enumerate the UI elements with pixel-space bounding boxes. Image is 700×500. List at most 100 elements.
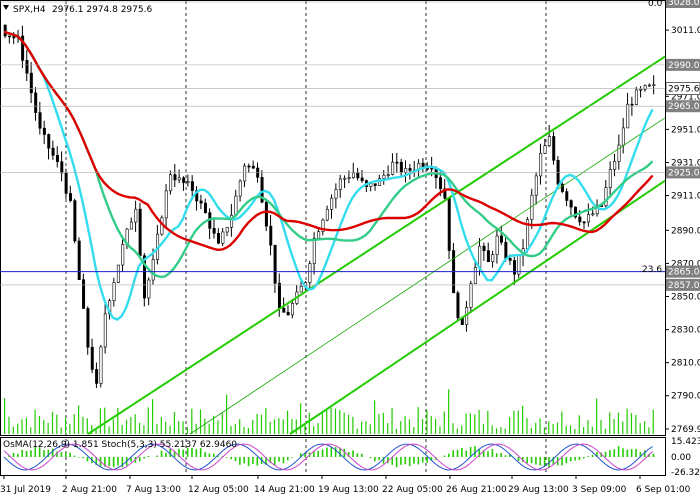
osma-bar — [522, 457, 524, 462]
candle-body — [617, 144, 621, 162]
osma-bar — [243, 457, 246, 464]
price-level-label: 2975.6 — [668, 85, 700, 95]
osma-bar — [461, 447, 463, 457]
price-tick-label: 3011.0 — [671, 26, 700, 36]
osma-bar — [430, 457, 433, 461]
osma-bar — [117, 457, 119, 466]
osma-bar — [448, 453, 450, 457]
osma-bar — [387, 457, 389, 464]
time-tick-label: 29 Aug 13:00 — [508, 485, 569, 495]
osma-bar — [156, 455, 158, 457]
osma-bar — [543, 457, 546, 467]
osma-bar — [452, 450, 454, 457]
osma-bar — [95, 457, 98, 466]
candle-body — [282, 307, 286, 313]
candle-body — [356, 172, 360, 179]
candle-body — [225, 227, 229, 233]
volume-bar — [578, 415, 580, 434]
candle-body — [430, 167, 434, 170]
osma-bar — [330, 447, 333, 457]
candle-body — [473, 267, 477, 285]
candle-body — [534, 175, 538, 196]
osma-bar — [304, 452, 306, 457]
osma-bar — [160, 450, 163, 457]
price-level-box — [666, 265, 700, 278]
osma-bar — [500, 452, 502, 457]
candle-body — [456, 292, 460, 319]
volume-bar — [491, 425, 493, 434]
volume-bar — [643, 421, 646, 434]
candle-body — [508, 258, 512, 261]
osma-bar — [596, 451, 598, 457]
osma-bar — [313, 451, 315, 457]
candle-body — [277, 282, 281, 309]
volume-bar — [30, 427, 32, 434]
candle-body — [103, 313, 107, 348]
volume-bar — [561, 411, 563, 434]
volume-bar — [648, 427, 650, 434]
volume-bar — [252, 419, 254, 434]
osma-bar — [474, 446, 476, 457]
osma-bar — [78, 457, 80, 458]
osma-bar — [273, 457, 276, 466]
candle-body — [243, 165, 247, 182]
volume-bar — [160, 416, 162, 434]
volume-bar — [239, 419, 241, 434]
volume-bar — [626, 408, 628, 434]
candle-body — [330, 197, 334, 210]
volume-bar — [339, 410, 341, 434]
candle-body — [504, 241, 508, 259]
candle-body — [317, 231, 321, 239]
osma-bar — [234, 457, 237, 462]
candle-body — [186, 181, 190, 183]
volume-bar — [487, 410, 489, 434]
volume-bar — [282, 419, 284, 434]
volume-bar — [343, 412, 345, 434]
osma-bar — [356, 453, 359, 457]
price-tick-label: 2951.0 — [671, 125, 700, 135]
osma-bar — [491, 449, 494, 457]
candle-body — [69, 193, 73, 201]
volume-bar — [143, 425, 145, 434]
osma-bar — [443, 455, 446, 457]
candle-body — [369, 183, 373, 187]
candle-body — [212, 228, 216, 234]
candle-body — [234, 195, 238, 216]
volume-bar — [104, 407, 106, 434]
down-triangle-icon[interactable] — [3, 5, 9, 10]
indicator-axis-label: -26.329 — [671, 468, 700, 478]
osma-bar — [469, 446, 472, 457]
osma-bar — [165, 452, 167, 457]
osma-bar — [25, 451, 28, 457]
osma-bar — [12, 452, 15, 457]
osma-bar — [30, 450, 32, 457]
candle-body — [195, 190, 199, 202]
channel-upper-line — [87, 55, 666, 435]
osma-bar — [56, 451, 58, 457]
volume-bar — [308, 412, 310, 434]
volume-bar — [369, 424, 371, 434]
candle-body — [25, 60, 29, 74]
candle-body — [247, 165, 251, 168]
osma-bar — [582, 457, 585, 459]
volume-bar — [121, 424, 123, 434]
osma-bar — [517, 457, 520, 462]
time-tick-label: 31 Jul 2019 — [0, 485, 51, 495]
candle-body — [587, 214, 591, 223]
volume-bar — [461, 425, 463, 434]
volume-bar — [508, 417, 511, 434]
moving-averages — [3, 30, 654, 321]
osma-bar — [530, 457, 533, 464]
volume-bar — [556, 422, 559, 434]
volume-bar — [465, 413, 467, 434]
volume-bar — [387, 423, 389, 434]
osma-bar — [21, 449, 24, 457]
price-tick-label: 2790.0 — [671, 392, 700, 402]
osma-bar — [247, 457, 250, 467]
indicator-frame — [0, 437, 666, 476]
volume-bar — [182, 421, 184, 434]
time-tick-label: 26 Aug 21:00 — [446, 485, 507, 495]
volume-bar — [622, 421, 624, 434]
volume-bar — [51, 411, 54, 434]
